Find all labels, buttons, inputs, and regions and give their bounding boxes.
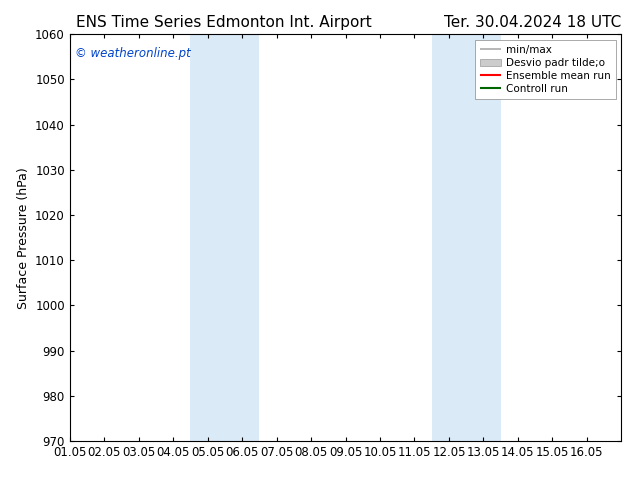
Bar: [190, 34, 259, 441]
Text: © weatheronline.pt: © weatheronline.pt: [75, 47, 191, 59]
Text: ENS Time Series Edmonton Int. Airport: ENS Time Series Edmonton Int. Airport: [76, 15, 372, 30]
Y-axis label: Surface Pressure (hPa): Surface Pressure (hPa): [16, 167, 30, 309]
Bar: [432, 34, 501, 441]
Text: Ter. 30.04.2024 18 UTC: Ter. 30.04.2024 18 UTC: [444, 15, 621, 30]
Legend: min/max, Desvio padr tilde;o, Ensemble mean run, Controll run: min/max, Desvio padr tilde;o, Ensemble m…: [475, 40, 616, 99]
